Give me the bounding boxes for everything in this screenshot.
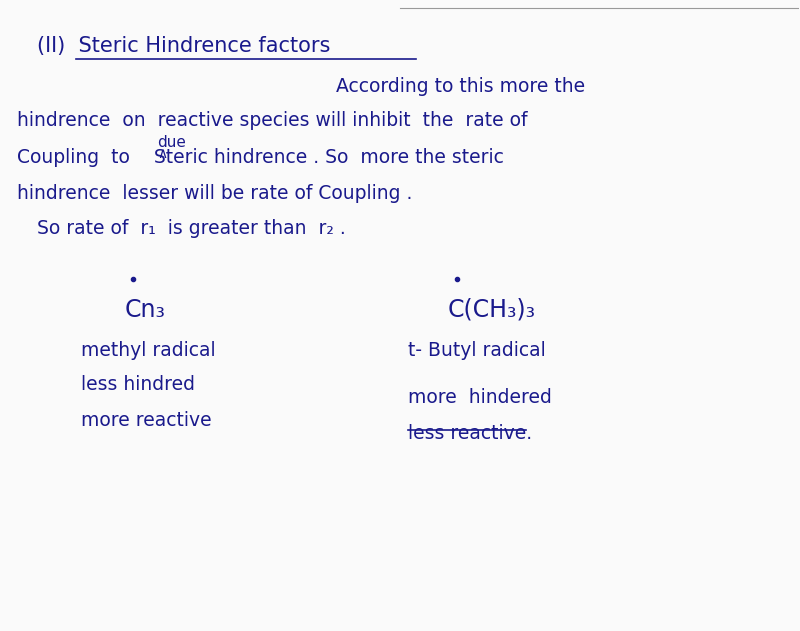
Text: (II)  Steric Hindrence factors: (II) Steric Hindrence factors <box>38 36 330 56</box>
Text: ∧: ∧ <box>157 146 167 160</box>
Text: According to this more the: According to this more the <box>336 77 586 96</box>
Text: hindrence  lesser will be rate of Coupling .: hindrence lesser will be rate of Couplin… <box>18 184 413 203</box>
Text: less hindred: less hindred <box>81 375 195 394</box>
Text: less reactive.: less reactive. <box>408 423 532 442</box>
Text: Cn₃: Cn₃ <box>125 298 166 322</box>
Text: C(CH₃)₃: C(CH₃)₃ <box>448 298 536 322</box>
Text: more reactive: more reactive <box>81 411 212 430</box>
Text: So rate of  r₁  is greater than  r₂ .: So rate of r₁ is greater than r₂ . <box>38 220 346 239</box>
Text: t- Butyl radical: t- Butyl radical <box>408 341 546 360</box>
Text: due: due <box>157 135 186 150</box>
Text: methyl radical: methyl radical <box>81 341 216 360</box>
Text: more  hindered: more hindered <box>408 387 552 407</box>
Text: hindrence  on  reactive species will inhibit  the  rate of: hindrence on reactive species will inhib… <box>18 111 528 131</box>
Text: Coupling  to    Steric hindrence . So  more the steric: Coupling to Steric hindrence . So more t… <box>18 148 504 167</box>
